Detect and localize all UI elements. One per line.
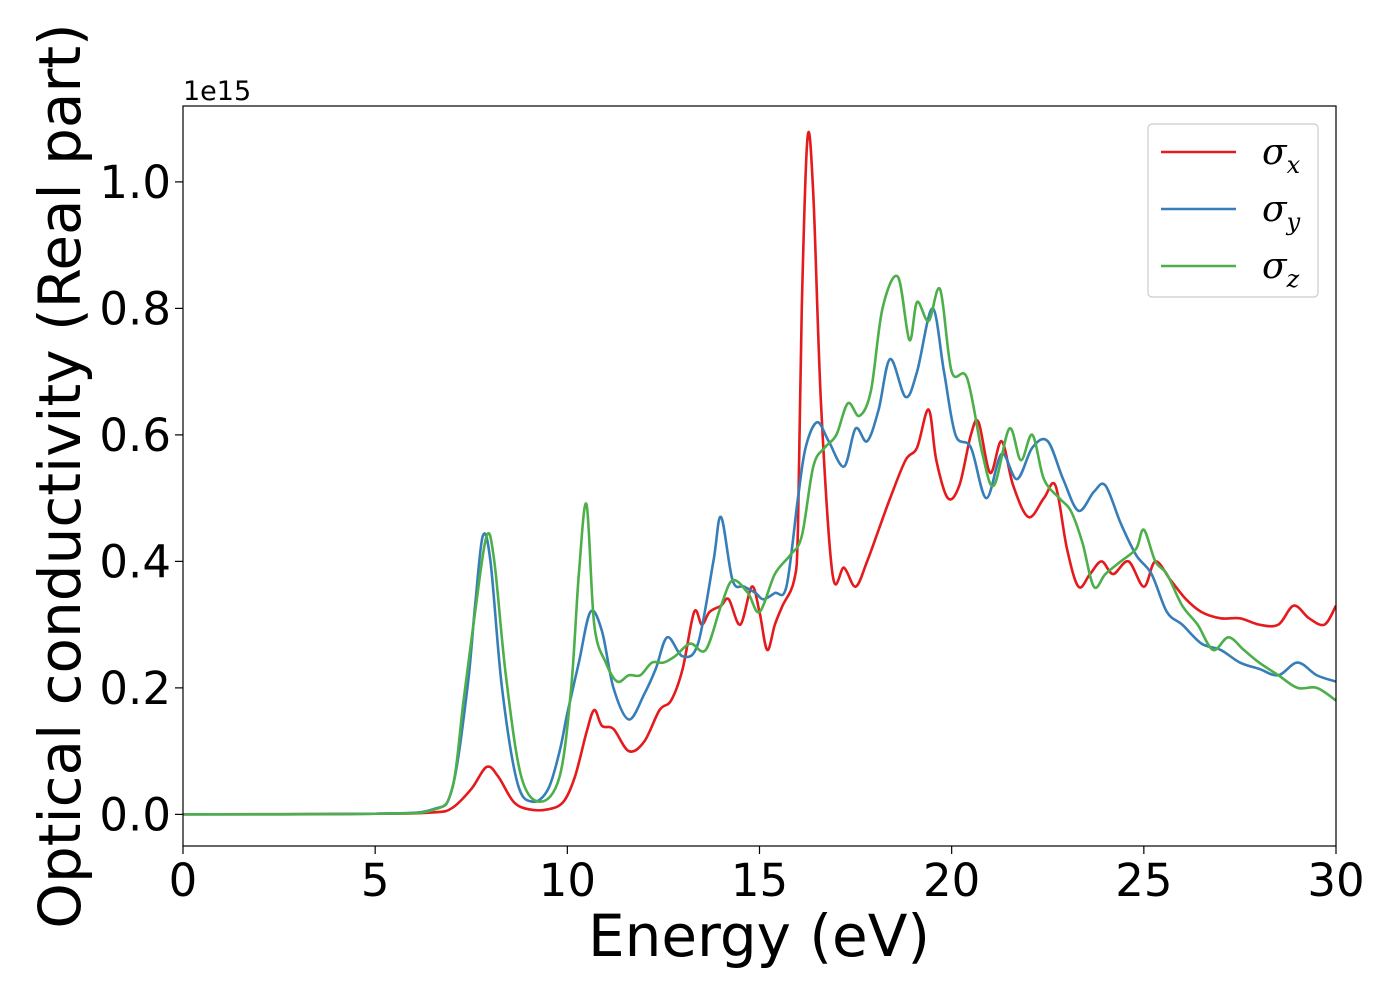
x-tick-label: 20 xyxy=(923,854,980,907)
x-tick-label: 25 xyxy=(1115,854,1172,907)
series-line-sigma-z xyxy=(183,274,1336,816)
x-axis: 0 5 10 15 20 25 30 xyxy=(169,846,1365,907)
x-tick-label: 15 xyxy=(731,854,788,907)
series-line-sigma-y xyxy=(183,307,1336,816)
x-tick-label: 0 xyxy=(169,854,198,907)
legend: σx σy σz xyxy=(1147,123,1319,298)
plot-background xyxy=(183,106,1336,846)
y-axis: 0.0 0.2 0.4 0.6 0.8 1.0 xyxy=(99,156,183,841)
y-axis-title: Optical conductivity (Real part) xyxy=(26,23,94,928)
x-tick-label: 10 xyxy=(539,854,596,907)
legend-label-sigma-z: σz xyxy=(1262,246,1300,293)
y-axis-offset-label: 1e15 xyxy=(183,76,251,107)
x-tick-label: 5 xyxy=(361,854,390,907)
y-tick-label: 0.6 xyxy=(99,409,171,462)
x-axis-title: Energy (eV) xyxy=(588,902,930,970)
legend-label-sigma-y: σy xyxy=(1262,189,1301,236)
series-layer xyxy=(183,130,1336,816)
legend-box xyxy=(1147,123,1319,298)
series-line-sigma-x xyxy=(183,130,1336,816)
y-tick-label: 0.4 xyxy=(99,535,171,588)
y-tick-label: 0.2 xyxy=(99,662,171,715)
y-tick-label: 1.0 xyxy=(99,156,171,209)
legend-label-sigma-x: σx xyxy=(1262,132,1301,179)
y-tick-label: 0.0 xyxy=(99,788,171,841)
y-tick-label: 0.8 xyxy=(99,282,171,335)
x-tick-label: 30 xyxy=(1307,854,1364,907)
